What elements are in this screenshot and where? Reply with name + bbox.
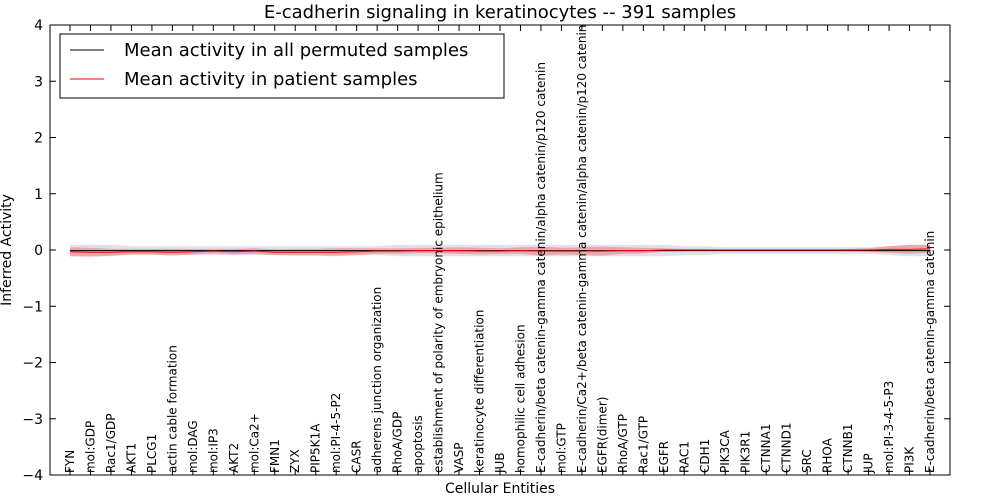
x-axis-label: Cellular Entities [445, 481, 555, 497]
x-tick-label: apoptosis [411, 415, 425, 473]
x-tick-label: VASP [452, 442, 466, 473]
x-tick-label: PLCG1 [145, 434, 159, 473]
x-tick-label: adherens junction organization [370, 287, 384, 473]
y-axis-label: Inferred Activity [0, 194, 15, 306]
x-tick-label: mol:DAG [186, 420, 200, 473]
x-tick-label: mol:GTP [554, 423, 568, 473]
x-tick-label: E-cadherin/Ca2+/beta catenin-gamma caten… [575, 25, 589, 473]
x-tick-label: CTNND1 [780, 422, 794, 473]
x-tick-label: PIK3CA [718, 429, 732, 473]
x-tick-label: keratinocyte differentiation [473, 310, 487, 473]
x-tick-label: mol:GDP [83, 421, 97, 473]
x-tick-label: mol:Ca2+ [247, 413, 261, 473]
x-tick-label: mol:PI-4-5-P2 [329, 393, 343, 473]
x-tick-label: homophilic cell adhesion [513, 324, 527, 473]
x-tick-label: EGFR(dimer) [595, 397, 609, 473]
series-1-line [69, 248, 931, 253]
y-tick-label: 3 [34, 74, 43, 90]
x-tick-label: PI3K [903, 446, 917, 473]
x-tick-label: RhoA/GDP [391, 412, 405, 473]
y-tick-label: −3 [22, 412, 43, 428]
y-tick-label: −4 [22, 468, 43, 484]
y-tick-label: 0 [34, 243, 43, 259]
x-tick-label: RAC1 [677, 441, 691, 473]
x-tick-label: FMN1 [268, 439, 282, 473]
x-tick-label: FYN [63, 450, 77, 473]
legend-box [59, 33, 505, 99]
legend-label-0: Mean activity in all permuted samples [124, 40, 468, 61]
series-lines [69, 248, 931, 253]
x-tick-label: E-cadherin/beta catenin-gamma catenin [923, 231, 937, 473]
legend: Mean activity in all permuted samples Mea… [59, 33, 505, 99]
y-tick-label: 1 [34, 187, 43, 203]
x-tick-label: CTNNA1 [759, 423, 773, 473]
legend-label-1: Mean activity in patient samples [124, 69, 418, 90]
x-tick-label: AKT1 [124, 443, 138, 473]
x-tick-label: Rac1/GTP [636, 416, 650, 473]
x-tick-label: actin cable formation [165, 345, 179, 473]
x-tick-label: mol:IP3 [206, 428, 220, 473]
x-tick-label: CASR [350, 440, 364, 473]
x-tick-label: CDH1 [698, 439, 712, 473]
x-tick-label: PIP5K1A [309, 423, 323, 473]
x-tick-label: mol:PI-3-4-5-P3 [882, 381, 896, 473]
y-axis: −4 −3 −2 −1 0 1 2 3 4 [22, 18, 950, 484]
x-tick-label: CTNNB1 [841, 423, 855, 473]
x-tick-label: RhoA/GTP [616, 414, 630, 473]
x-tick-label: PIK3R1 [739, 431, 753, 473]
y-tick-label: 2 [34, 131, 43, 147]
y-tick-label: −2 [22, 356, 43, 372]
x-tick-label: ZYX [288, 449, 302, 473]
x-tick-label: E-cadherin/beta catenin-gamma catenin/al… [534, 62, 548, 473]
x-tick-label: JUP [862, 453, 876, 474]
x-tick-label: Rac1/GDP [104, 414, 118, 473]
x-tick-label: establishment of polarity of embryonic e… [432, 172, 446, 473]
chart-title: E-cadherin signaling in keratinocytes --… [264, 2, 736, 23]
x-axis: FYN mol:GDP Rac1/GDP AKT1 PLCG1 actin cable f… [63, 25, 937, 475]
x-tick-label: SRC [800, 449, 814, 473]
x-tick-label: EGFR [657, 441, 671, 473]
x-tick-label: AKT2 [227, 443, 241, 473]
y-tick-label: −1 [22, 299, 43, 315]
x-tick-label: JUB [493, 452, 507, 474]
y-tick-label: 4 [34, 18, 43, 34]
x-tick-label: RHOA [821, 437, 835, 473]
